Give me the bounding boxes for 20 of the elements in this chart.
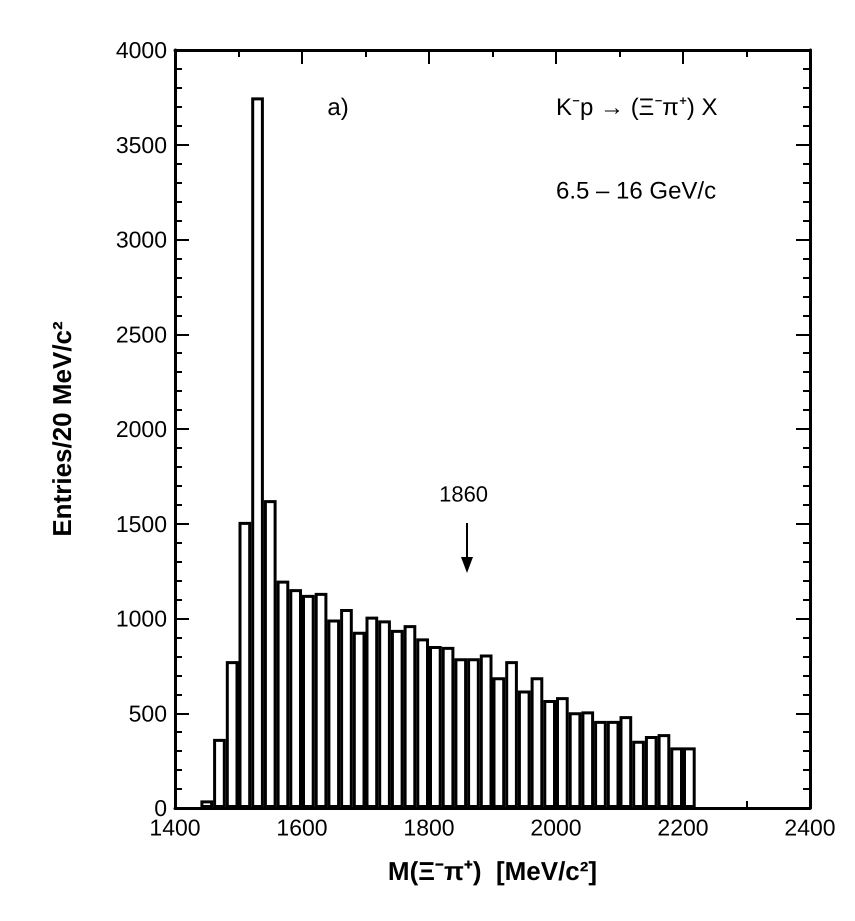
x-tick-label: 2400 [784,814,836,840]
y-tick-label: 1500 [116,510,167,537]
y-tick-label: 3000 [116,226,167,252]
x-tick-label: 1600 [276,814,328,840]
y-axis-title: Entries/20 MeV/c² [47,321,77,537]
x-tick-label: 1800 [403,814,455,840]
annotation: a) [327,94,349,121]
annotation: K⁻p → (Ξ⁻π⁺) X [556,94,718,121]
annotation: 1860 [439,482,488,507]
annotation: 6.5 – 16 GeV/c [556,177,716,204]
y-tick-label: 2500 [116,321,167,348]
y-tick-label: 2000 [116,416,167,442]
y-tick-label: 500 [128,700,167,726]
x-tick-label: 2000 [530,814,582,840]
x-axis-title: M(Ξ⁻π⁺) [MeV/c²] [388,856,598,886]
y-tick-label: 4000 [116,37,167,63]
y-tick-label: 0 [154,795,167,821]
y-tick-label: 1000 [116,606,167,632]
y-tick-label: 3500 [116,132,167,158]
x-tick-label: 2200 [657,814,709,840]
